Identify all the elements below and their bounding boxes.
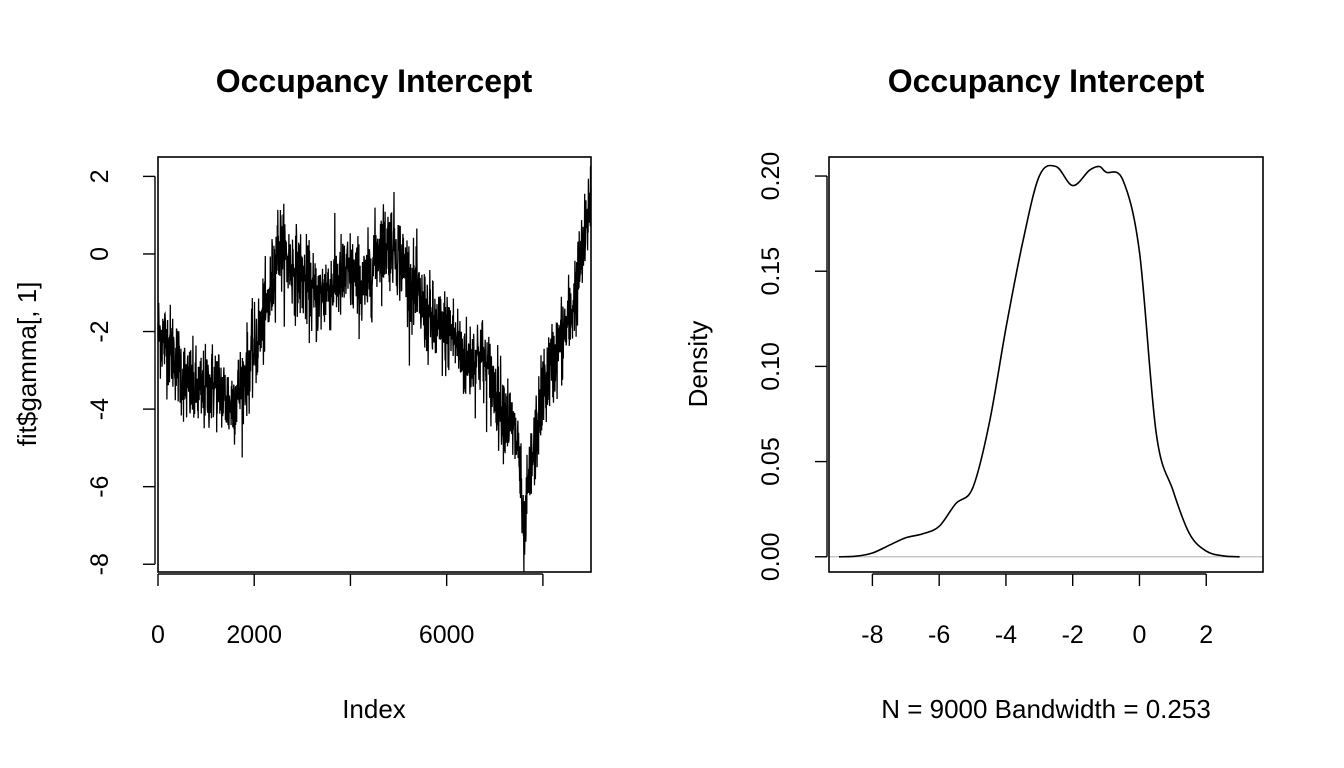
y-tick-label: 0.20 <box>757 152 785 201</box>
y-tick-label: 2 <box>86 169 114 183</box>
x-tick-label: 0 <box>151 621 165 649</box>
y-tick-label: -8 <box>86 553 114 575</box>
density-plot-panel: Occupancy Intercept -8 -6 -4 -2 0 2 0.000.050… <box>683 63 1264 724</box>
y-tick-label: -2 <box>86 320 114 342</box>
x-tick-label: -4 <box>995 621 1017 649</box>
density-plot-title: Occupancy Intercept <box>888 63 1205 99</box>
x-tick-label: -2 <box>1062 621 1084 649</box>
y-tick-label: 0.05 <box>757 437 785 486</box>
x-tick-label: -8 <box>861 621 883 649</box>
trace-plot-title: Occupancy Intercept <box>216 63 533 99</box>
y-tick-label: 0.10 <box>757 342 785 391</box>
density-plot-x-axis: -8 -6 -4 -2 0 2 <box>861 573 1213 649</box>
trace-plot-y-label: fit$gamma[, 1] <box>12 282 42 447</box>
trace-plot-y-axis: -8 -6 -4 -2 0 2 <box>86 169 156 575</box>
density-plot-y-axis: 0.00 0.05 0.10 0.15 0.20 <box>757 152 828 581</box>
density-plot-frame <box>828 156 1264 573</box>
x-tick-label: 6000 <box>419 621 475 649</box>
trace-plot-x-label: Index <box>342 694 406 724</box>
x-tick-label: 2 <box>1199 621 1213 649</box>
trace-line <box>157 166 592 573</box>
x-tick-label: 2000 <box>226 621 282 649</box>
y-tick-label: 0 <box>86 247 114 261</box>
y-tick-label: 0.15 <box>757 247 785 296</box>
trace-plot-panel: Occupancy Intercept 0 2000 6000 -8 -6 -4 -2 0 2… <box>12 63 592 724</box>
y-tick-label: -4 <box>86 398 114 420</box>
trace-plot-x-axis: 0 2000 6000 <box>151 573 544 649</box>
density-curve <box>838 164 1240 558</box>
y-tick-label: 0.00 <box>757 532 785 581</box>
x-tick-label: -6 <box>928 621 950 649</box>
trace-plot-frame <box>157 156 592 573</box>
density-plot-x-label: N = 9000 Bandwidth = 0.253 <box>881 694 1211 724</box>
x-tick-label: 0 <box>1133 621 1147 649</box>
density-plot-y-label: Density <box>683 321 713 408</box>
y-tick-label: -6 <box>86 476 114 498</box>
